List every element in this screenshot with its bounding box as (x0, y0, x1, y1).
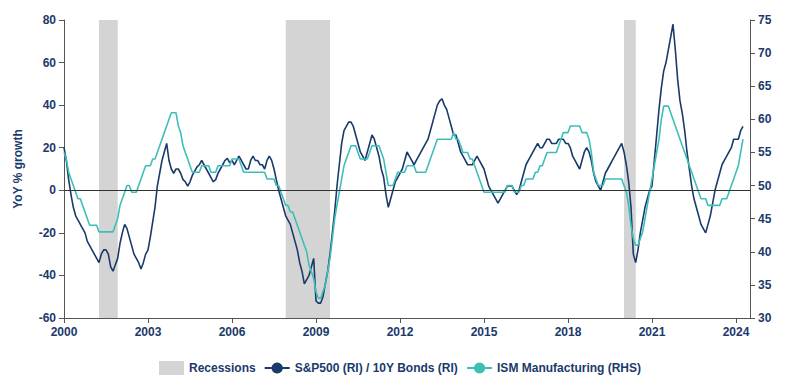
svg-text:-60: -60 (39, 311, 57, 325)
svg-text:0: 0 (49, 183, 56, 197)
svg-text:20: 20 (43, 141, 57, 155)
svg-text:70: 70 (758, 46, 772, 60)
svg-text:2012: 2012 (387, 325, 414, 339)
svg-text:40: 40 (43, 98, 57, 112)
svg-text:2021: 2021 (639, 325, 666, 339)
svg-text:-20: -20 (39, 226, 57, 240)
svg-text:YoY % growth: YoY % growth (11, 129, 25, 209)
svg-text:2006: 2006 (219, 325, 246, 339)
svg-text:65: 65 (758, 79, 772, 93)
svg-text:55: 55 (758, 145, 772, 159)
svg-text:30: 30 (758, 311, 772, 325)
svg-text:2000: 2000 (51, 325, 78, 339)
svg-text:35: 35 (758, 278, 772, 292)
svg-text:2003: 2003 (135, 325, 162, 339)
svg-text:60: 60 (43, 56, 57, 70)
svg-text:2018: 2018 (555, 325, 582, 339)
svg-text:40: 40 (758, 245, 772, 259)
svg-text:80: 80 (43, 13, 57, 27)
svg-text:S&P500 (RI) / 10Y Bonds (RI): S&P500 (RI) / 10Y Bonds (RI) (295, 361, 458, 375)
svg-text:75: 75 (758, 13, 772, 27)
svg-text:-40: -40 (39, 268, 57, 282)
svg-text:45: 45 (758, 212, 772, 226)
svg-text:ISM Manufacturing (RHS): ISM Manufacturing (RHS) (497, 361, 641, 375)
svg-text:60: 60 (758, 112, 772, 126)
svg-text:Recessions: Recessions (189, 361, 256, 375)
svg-text:2009: 2009 (303, 325, 330, 339)
svg-text:2015: 2015 (471, 325, 498, 339)
svg-text:50: 50 (758, 179, 772, 193)
svg-text:2024: 2024 (723, 325, 750, 339)
